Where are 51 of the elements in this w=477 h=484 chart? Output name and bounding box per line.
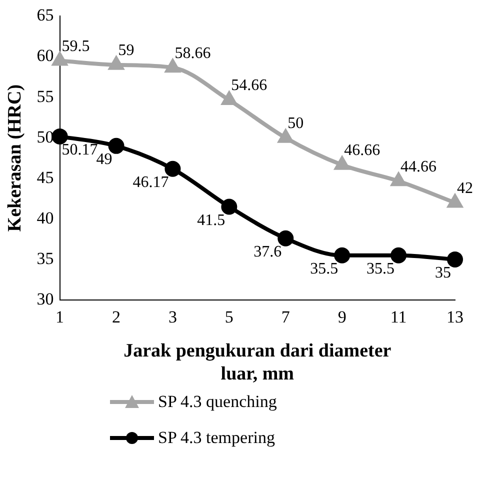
y-tick-label: 40 [36, 208, 54, 228]
point [222, 92, 236, 106]
y-tick-label: 35 [36, 248, 54, 268]
y-tick-label: 55 [36, 86, 54, 106]
y-tick-label: 60 [36, 46, 54, 66]
data-label: 44.66 [400, 158, 437, 176]
data-label: 35.5 [310, 260, 338, 278]
point [166, 60, 180, 73]
x-tick-label: 3 [168, 308, 177, 327]
x-tick-label: 11 [390, 308, 407, 327]
data-label: 37.6 [254, 244, 282, 261]
point [108, 138, 124, 154]
x-tick-label: 1 [56, 308, 64, 327]
data-label: 59 [118, 42, 134, 60]
point [448, 194, 462, 208]
y-tick-label: 65 [36, 6, 54, 25]
point [221, 198, 238, 215]
point [52, 52, 67, 66]
y-tick-label: 45 [36, 168, 54, 187]
point [164, 160, 181, 177]
point [390, 247, 407, 264]
data-label: 46.17 [132, 174, 169, 192]
point [334, 247, 350, 264]
y-axis-title: Kekerasan (HRC) [4, 84, 26, 232]
x-axis-title: Jarak pengukuran dari diameter luar, mm [124, 340, 392, 385]
point [391, 173, 406, 186]
data-label: 50 [288, 115, 304, 132]
x-tick-label: 2 [112, 308, 121, 327]
x-tick-label: 5 [224, 308, 234, 327]
data-label: 54.66 [231, 77, 268, 94]
point [447, 251, 463, 268]
point [334, 156, 350, 170]
point [52, 128, 68, 144]
data-label: 35 [435, 264, 451, 282]
point [278, 130, 293, 143]
x-tick-label: 9 [338, 308, 346, 327]
legend-label: SP 4.3 tempering [158, 428, 275, 448]
y-tick-label: 30 [36, 289, 54, 308]
data-label: 35.5 [366, 260, 395, 278]
data-label: 41.5 [197, 212, 226, 229]
data-label: 42 [457, 180, 473, 197]
data-label: 50.17 [62, 142, 98, 159]
data-label: 49 [96, 151, 112, 168]
data-label: 58.66 [174, 44, 211, 62]
legend-label: SP 4.3 quenching [158, 392, 277, 412]
data-label: 46.66 [344, 142, 380, 160]
point [109, 56, 124, 70]
x-tick-label: 7 [281, 308, 290, 327]
point [278, 230, 294, 246]
x-tick-label: 13 [446, 308, 464, 327]
data-label: 59.5 [62, 38, 90, 55]
